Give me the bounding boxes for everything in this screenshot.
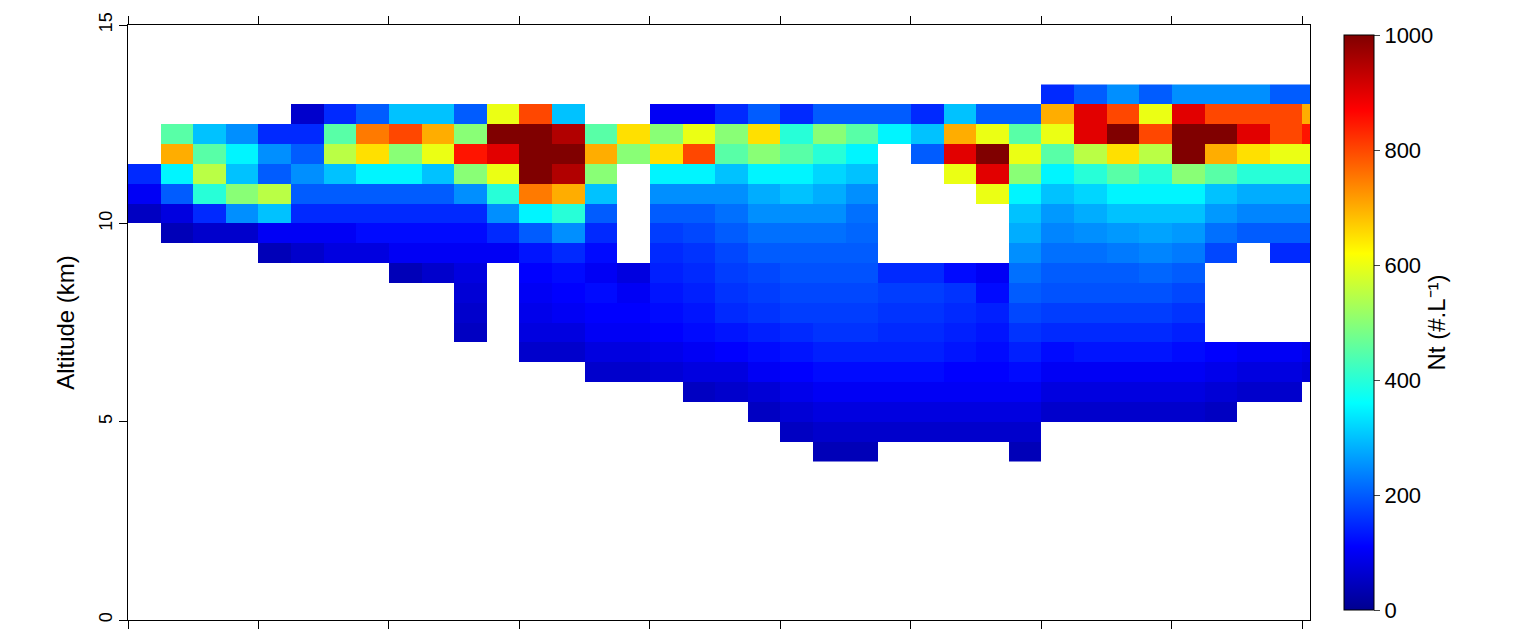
- svg-text:800: 800: [1384, 138, 1421, 163]
- svg-text:400: 400: [1384, 368, 1421, 393]
- svg-text:200: 200: [1384, 483, 1421, 508]
- svg-text:0: 0: [1384, 598, 1396, 623]
- svg-text:1000: 1000: [1384, 23, 1433, 48]
- svg-text:15: 15: [96, 12, 116, 32]
- svg-text:10: 10: [96, 211, 116, 231]
- svg-text:600: 600: [1384, 253, 1421, 278]
- svg-text:5: 5: [96, 414, 116, 424]
- svg-text:0: 0: [96, 612, 116, 622]
- svg-text:Altitude (km): Altitude (km): [52, 255, 79, 390]
- svg-text:Nt (#.L⁻¹): Nt (#.L⁻¹): [1423, 274, 1450, 370]
